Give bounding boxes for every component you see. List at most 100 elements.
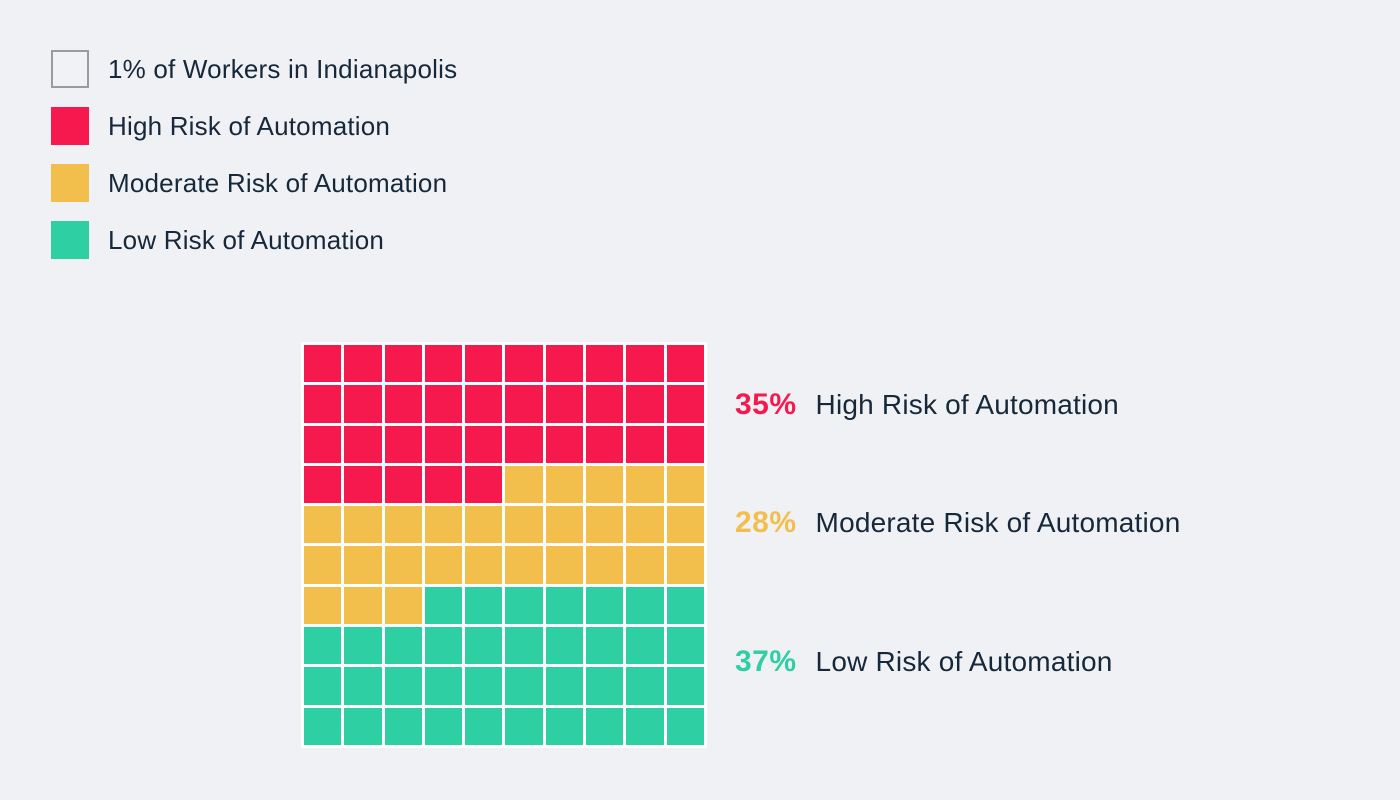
waffle-cell (666, 425, 704, 463)
stat-moderate-risk-label: Moderate Risk of Automation (815, 507, 1181, 538)
waffle-cell (666, 385, 704, 423)
legend-item-low-risk: Low Risk of Automation (51, 221, 457, 259)
legend-item-label: High Risk of Automation (108, 110, 391, 141)
waffle-cell (384, 707, 422, 745)
waffle-cell (505, 385, 543, 423)
waffle-cell (626, 506, 664, 544)
waffle-cell (545, 385, 584, 423)
waffle-cell (465, 465, 503, 504)
legend-item-label: Moderate Risk of Automation (108, 167, 448, 198)
waffle-cell (304, 586, 342, 625)
waffle-cell (344, 546, 382, 584)
waffle-cell (344, 345, 382, 383)
waffle-cell (424, 627, 463, 665)
waffle-cell (666, 465, 704, 504)
waffle-cell (626, 667, 664, 705)
waffle-cell (465, 707, 503, 745)
stat-high-risk-label: High Risk of Automation (815, 389, 1119, 420)
waffle-cell (545, 667, 584, 705)
waffle-cell (666, 506, 704, 544)
stat-moderate-risk: 28% Moderate Risk of Automation (735, 506, 1180, 540)
waffle-cell (626, 707, 664, 745)
waffle-cell (586, 667, 624, 705)
waffle-cell (586, 385, 624, 423)
waffle-cell (666, 627, 704, 665)
waffle-cell (586, 586, 624, 625)
stat-high-risk-value: 35% (735, 388, 797, 421)
legend-item-label: Low Risk of Automation (108, 224, 385, 255)
waffle-cell (505, 667, 543, 705)
waffle-cell (384, 385, 422, 423)
waffle-cell (505, 586, 543, 625)
waffle-cell (304, 707, 342, 745)
waffle-cell (586, 345, 624, 383)
stat-low-risk: 37% Low Risk of Automation (735, 645, 1113, 679)
waffle-cell (626, 465, 664, 504)
stat-moderate-risk-value: 28% (735, 506, 797, 539)
waffle-cell (344, 627, 382, 665)
waffle-cell (545, 627, 584, 665)
waffle-cell (424, 425, 463, 463)
waffle-cell (384, 667, 422, 705)
waffle-cell (344, 707, 382, 745)
legend: 1% of Workers in Indianapolis High Risk … (51, 50, 457, 259)
waffle-cell (304, 506, 342, 544)
waffle-cell (384, 506, 422, 544)
waffle-cell (545, 707, 584, 745)
waffle-cell (545, 345, 584, 383)
waffle-cell (545, 425, 584, 463)
waffle-cell (424, 506, 463, 544)
waffle-cell (344, 465, 382, 504)
legend-item-unit: 1% of Workers in Indianapolis (51, 50, 457, 88)
waffle-cell (344, 385, 382, 423)
waffle-cell (384, 345, 422, 383)
waffle-cell (304, 667, 342, 705)
waffle-cell (424, 385, 463, 423)
waffle-cell (505, 465, 543, 504)
waffle-cell (545, 506, 584, 544)
waffle-cell (586, 627, 624, 665)
waffle-cell (384, 546, 422, 584)
waffle-cell (424, 546, 463, 584)
waffle-cell (344, 586, 382, 625)
stat-low-risk-label: Low Risk of Automation (815, 646, 1113, 677)
waffle-cell (586, 425, 624, 463)
low-risk-swatch-icon (51, 221, 89, 259)
waffle-cell (465, 586, 503, 625)
waffle-cell (505, 425, 543, 463)
waffle-cell (304, 385, 342, 423)
waffle-cell (465, 627, 503, 665)
waffle-cell (586, 707, 624, 745)
waffle-cell (505, 707, 543, 745)
waffle-cell (465, 506, 503, 544)
waffle-cell (384, 627, 422, 665)
waffle-chart (301, 342, 707, 748)
waffle-cell (304, 345, 342, 383)
waffle-cell (344, 667, 382, 705)
waffle-cell (465, 345, 503, 383)
waffle-cell (424, 586, 463, 625)
waffle-cell (424, 707, 463, 745)
waffle-cell (666, 546, 704, 584)
waffle-cell (344, 506, 382, 544)
waffle-cell (384, 586, 422, 625)
waffle-cell (666, 586, 704, 625)
waffle-cell (505, 506, 543, 544)
waffle-cell (465, 425, 503, 463)
waffle-cell (545, 546, 584, 584)
waffle-cell (545, 465, 584, 504)
waffle-cell (304, 425, 342, 463)
waffle-cell (304, 546, 342, 584)
waffle-cell (586, 546, 624, 584)
waffle-cell (666, 667, 704, 705)
waffle-cell (465, 667, 503, 705)
stat-low-risk-value: 37% (735, 645, 797, 678)
legend-item-moderate-risk: Moderate Risk of Automation (51, 164, 457, 202)
waffle-cell (626, 345, 664, 383)
waffle-cell (545, 586, 584, 625)
waffle-cell (304, 465, 342, 504)
waffle-cell (505, 627, 543, 665)
waffle-cell (384, 465, 422, 504)
waffle-cell (384, 425, 422, 463)
